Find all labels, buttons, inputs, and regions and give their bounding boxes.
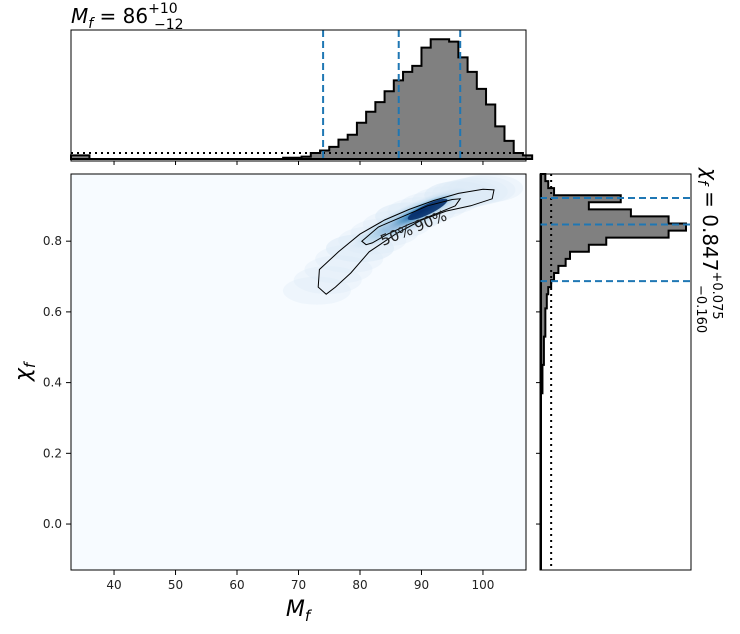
- y-tick-label-0: 0.0: [43, 517, 62, 531]
- x-tick-label-3: 70: [291, 578, 306, 592]
- x-axis-label: Mf: [286, 597, 313, 625]
- x-tick-label-0: 40: [106, 578, 121, 592]
- spin-title: χf = 0.847+0.075−0.160: [693, 167, 724, 333]
- y-tick-label-3: 0.6: [43, 305, 62, 319]
- x-tick-label-2: 60: [229, 578, 244, 592]
- spin-marginal-frame: [539, 173, 692, 571]
- density-peak: [407, 198, 448, 220]
- y-axis-label: χf: [11, 360, 39, 382]
- y-tick-label-2: 0.4: [43, 376, 62, 390]
- x-tick-label-5: 90: [414, 578, 429, 592]
- spin-histogram: [540, 173, 687, 570]
- density-halo: [293, 266, 362, 295]
- x-tick-label-4: 80: [352, 578, 367, 592]
- density-halo: [455, 174, 524, 203]
- contour-90: [317, 188, 495, 295]
- y-tick-label-1: 0.2: [43, 446, 62, 460]
- spin-marginal-axes: χf = 0.847+0.075−0.160: [536, 167, 724, 571]
- x-tick-label-6: 100: [472, 578, 495, 592]
- mass-marginal-axes: Mf = 86+10 −12: [70, 1, 534, 162]
- joint-density-axes: 50% 90% 40 50 60 70 80 90 100 0.00.20.40.60.8 …: [11, 161, 527, 625]
- y-tick-label-4: 0.8: [43, 234, 62, 248]
- contour-50: [361, 198, 462, 246]
- density-halo: [304, 255, 373, 284]
- density-halo: [282, 276, 351, 305]
- density-background: [71, 174, 526, 570]
- mass-title: Mf = 86+10 −12: [71, 1, 184, 33]
- x-tick-label-1: 50: [168, 578, 183, 592]
- density-halo: [315, 244, 384, 273]
- mass-histogram: [70, 38, 534, 160]
